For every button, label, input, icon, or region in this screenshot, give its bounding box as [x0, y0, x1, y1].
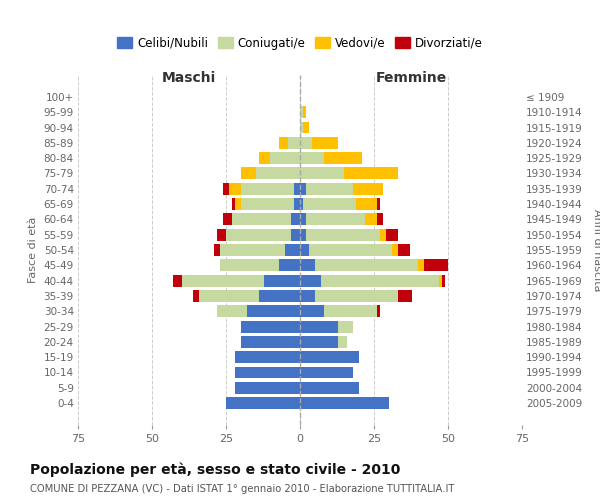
- Bar: [259, 290, 300, 302]
- Bar: [294, 198, 300, 210]
- Bar: [300, 260, 315, 272]
- Bar: [182, 274, 265, 286]
- Bar: [312, 137, 338, 149]
- Bar: [300, 382, 359, 394]
- Bar: [303, 198, 356, 210]
- Bar: [241, 336, 300, 348]
- Bar: [241, 320, 300, 332]
- Bar: [323, 306, 377, 317]
- Bar: [291, 228, 300, 240]
- Bar: [232, 214, 291, 226]
- Bar: [288, 137, 300, 149]
- Bar: [338, 320, 353, 332]
- Bar: [315, 260, 418, 272]
- Bar: [235, 351, 300, 363]
- Bar: [220, 260, 279, 272]
- Bar: [300, 290, 315, 302]
- Bar: [229, 183, 241, 194]
- Bar: [226, 228, 291, 240]
- Bar: [300, 351, 359, 363]
- Bar: [193, 290, 199, 302]
- Bar: [392, 244, 398, 256]
- Bar: [386, 228, 398, 240]
- Bar: [300, 106, 303, 118]
- Bar: [226, 397, 300, 409]
- Bar: [279, 260, 300, 272]
- Bar: [232, 198, 235, 210]
- Bar: [199, 290, 259, 302]
- Bar: [303, 122, 309, 134]
- Bar: [300, 320, 338, 332]
- Bar: [300, 336, 338, 348]
- Bar: [217, 306, 247, 317]
- Bar: [300, 366, 353, 378]
- Bar: [235, 366, 300, 378]
- Bar: [344, 168, 398, 179]
- Bar: [217, 228, 226, 240]
- Bar: [306, 228, 380, 240]
- Bar: [356, 198, 377, 210]
- Bar: [306, 183, 353, 194]
- Y-axis label: Anni di nascita: Anni di nascita: [592, 209, 600, 291]
- Bar: [300, 214, 306, 226]
- Bar: [241, 198, 294, 210]
- Bar: [235, 382, 300, 394]
- Bar: [300, 198, 303, 210]
- Bar: [300, 228, 306, 240]
- Bar: [377, 198, 380, 210]
- Bar: [315, 290, 398, 302]
- Bar: [365, 214, 377, 226]
- Bar: [377, 306, 380, 317]
- Bar: [303, 106, 306, 118]
- Bar: [279, 137, 288, 149]
- Bar: [323, 152, 362, 164]
- Bar: [300, 152, 323, 164]
- Bar: [398, 244, 410, 256]
- Bar: [291, 214, 300, 226]
- Bar: [285, 244, 300, 256]
- Bar: [353, 183, 383, 194]
- Bar: [259, 152, 271, 164]
- Bar: [321, 274, 439, 286]
- Bar: [300, 122, 303, 134]
- Text: Femmine: Femmine: [376, 70, 446, 85]
- Bar: [241, 183, 294, 194]
- Bar: [256, 168, 300, 179]
- Bar: [300, 397, 389, 409]
- Y-axis label: Fasce di età: Fasce di età: [28, 217, 38, 283]
- Bar: [338, 336, 347, 348]
- Text: COMUNE DI PEZZANA (VC) - Dati ISTAT 1° gennaio 2010 - Elaborazione TUTTITALIA.IT: COMUNE DI PEZZANA (VC) - Dati ISTAT 1° g…: [30, 484, 454, 494]
- Bar: [223, 214, 232, 226]
- Bar: [220, 244, 285, 256]
- Bar: [418, 260, 424, 272]
- Bar: [309, 244, 392, 256]
- Bar: [223, 183, 229, 194]
- Bar: [173, 274, 182, 286]
- Text: Popolazione per età, sesso e stato civile - 2010: Popolazione per età, sesso e stato civil…: [30, 462, 400, 477]
- Legend: Celibi/Nubili, Coniugati/e, Vedovi/e, Divorziati/e: Celibi/Nubili, Coniugati/e, Vedovi/e, Di…: [112, 32, 488, 54]
- Bar: [265, 274, 300, 286]
- Bar: [377, 214, 383, 226]
- Bar: [241, 168, 256, 179]
- Bar: [247, 306, 300, 317]
- Text: Maschi: Maschi: [162, 70, 216, 85]
- Bar: [300, 137, 312, 149]
- Bar: [300, 274, 321, 286]
- Bar: [442, 274, 445, 286]
- Bar: [424, 260, 448, 272]
- Bar: [306, 214, 365, 226]
- Bar: [380, 228, 386, 240]
- Bar: [398, 290, 412, 302]
- Bar: [300, 183, 306, 194]
- Bar: [271, 152, 300, 164]
- Bar: [214, 244, 220, 256]
- Bar: [294, 183, 300, 194]
- Bar: [300, 306, 323, 317]
- Bar: [300, 168, 344, 179]
- Bar: [439, 274, 442, 286]
- Bar: [300, 244, 309, 256]
- Bar: [235, 198, 241, 210]
